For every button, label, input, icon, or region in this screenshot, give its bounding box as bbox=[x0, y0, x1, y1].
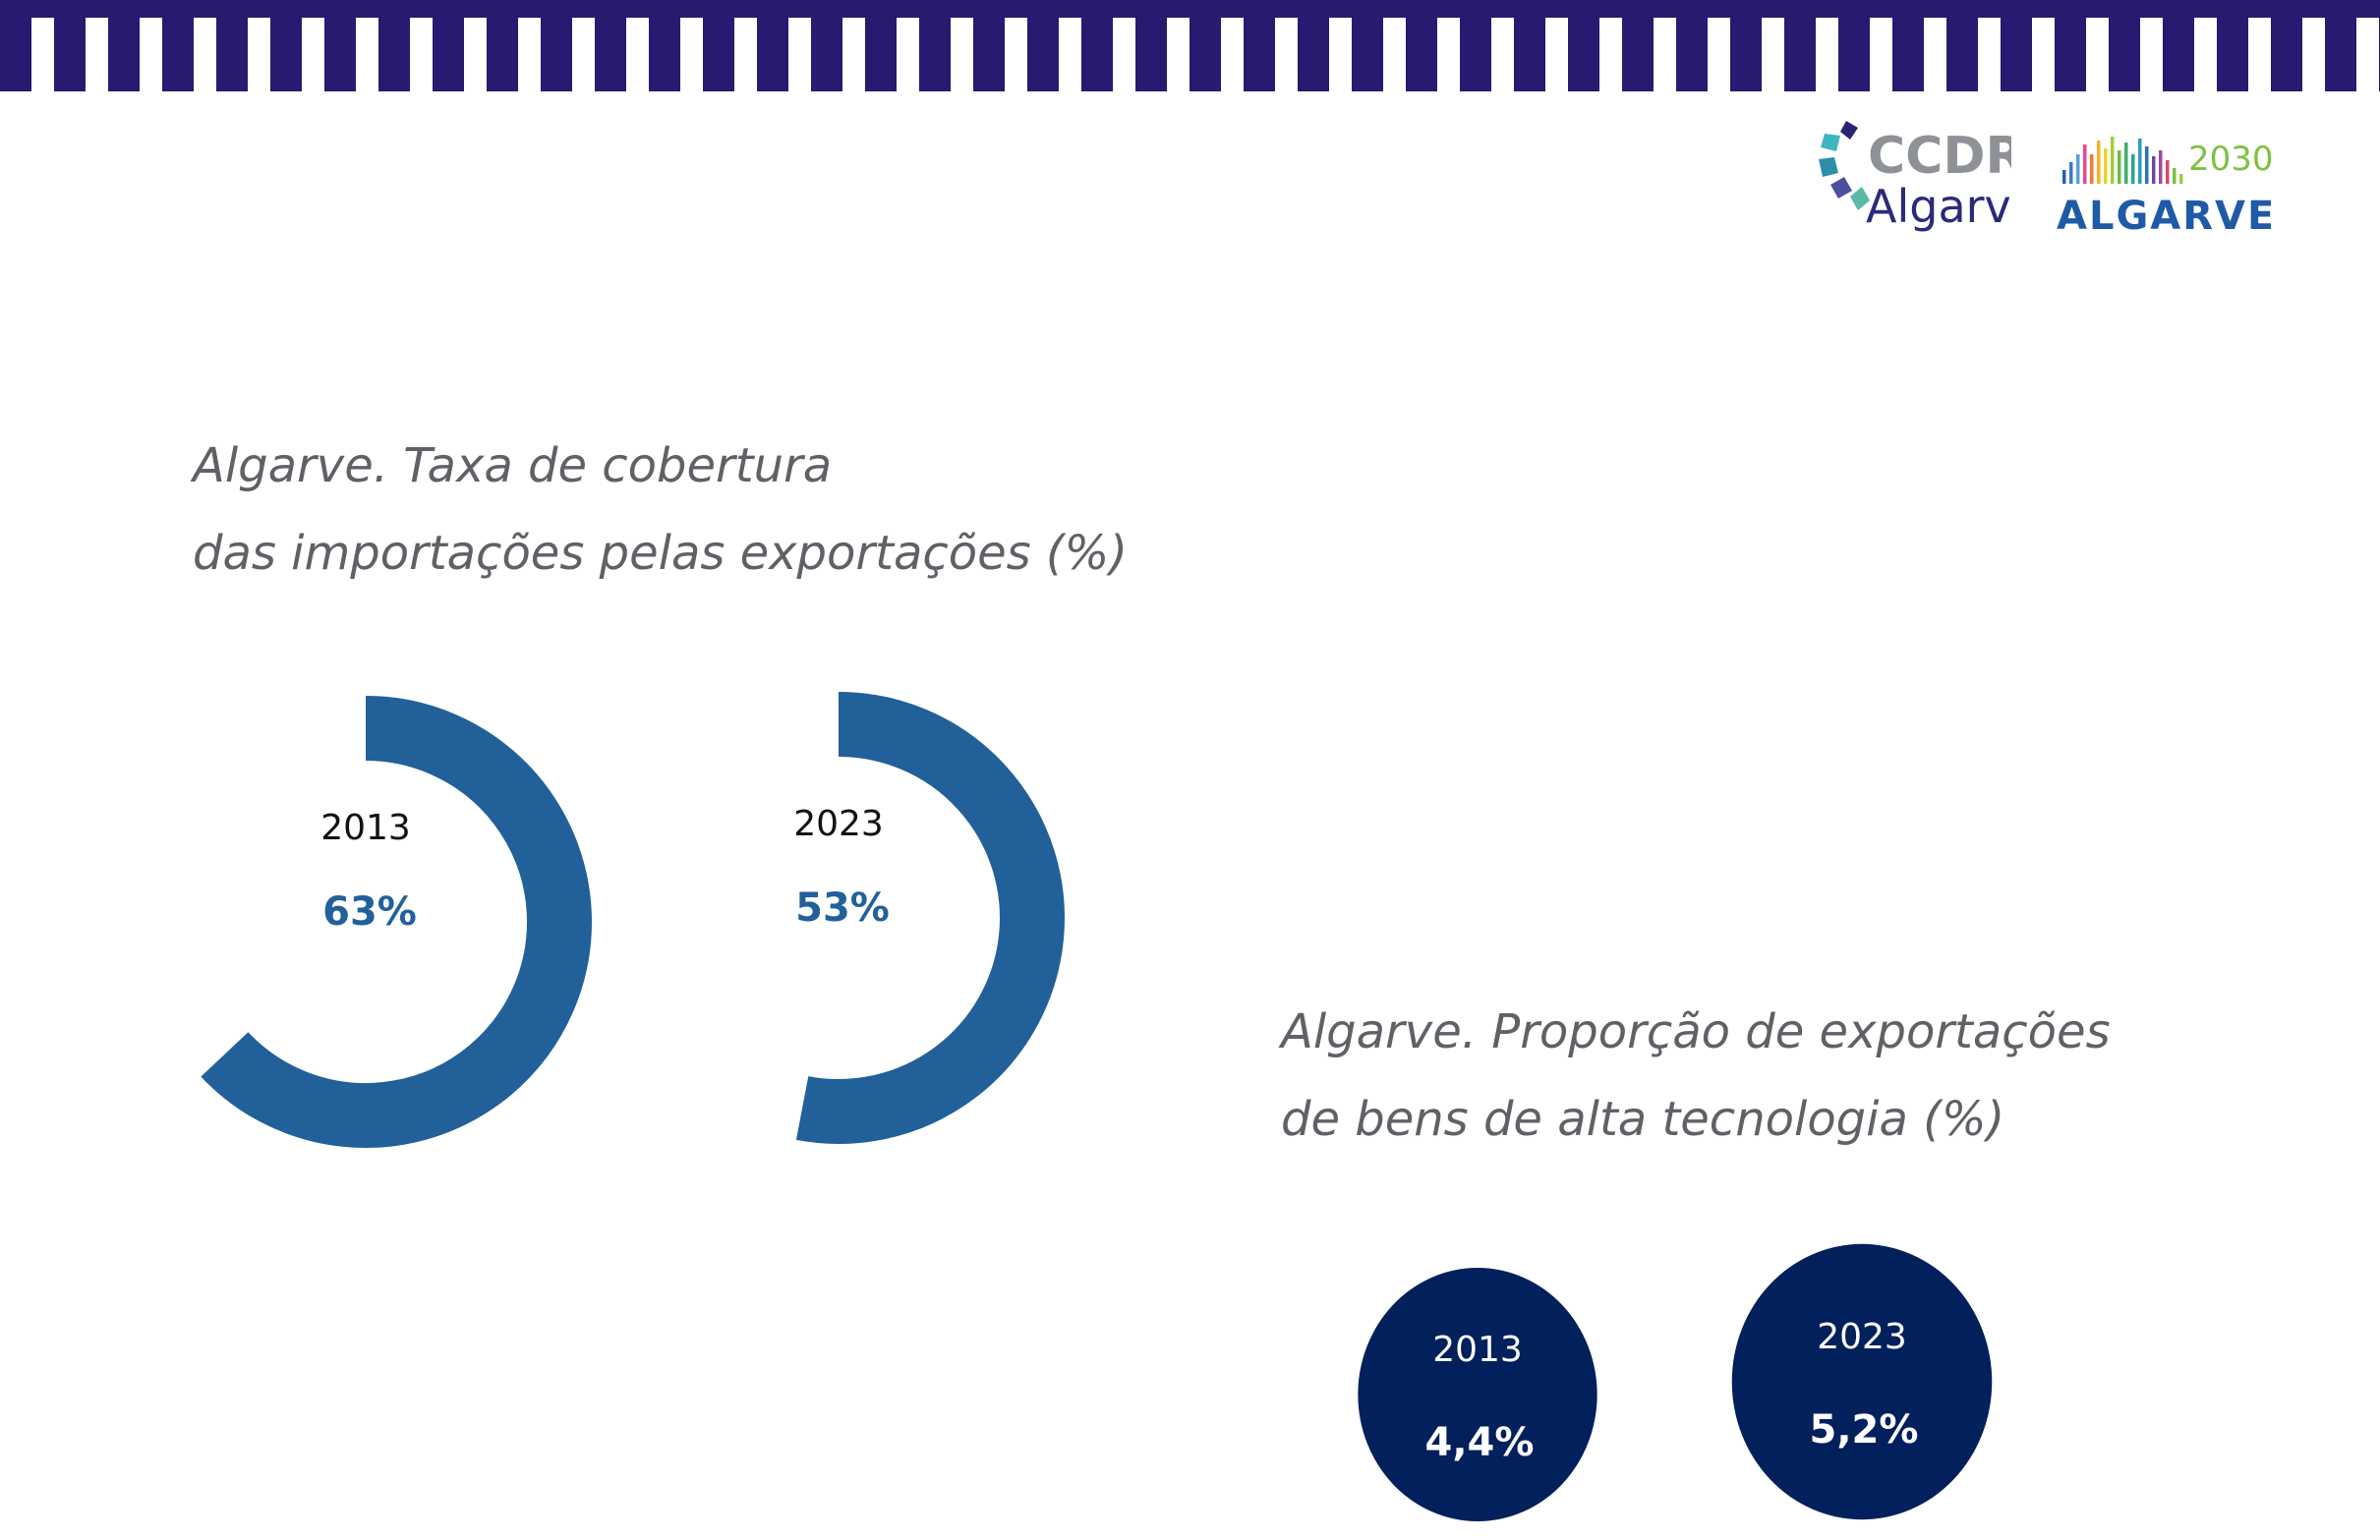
top-band-stripe bbox=[919, 0, 951, 91]
algarve-2030-bar bbox=[2097, 141, 2101, 184]
algarve-2030-name-text: ALGARVE bbox=[2057, 194, 2271, 239]
high-tech-exports-chart-title: Algarve. Proporção de exportações de ben… bbox=[1281, 989, 2264, 1164]
top-band-stripe bbox=[1135, 0, 1167, 91]
algarve-2030-bar bbox=[2118, 150, 2121, 184]
top-band-stripe bbox=[541, 0, 572, 91]
top-band-stripe bbox=[487, 0, 518, 91]
algarve-2030-bar bbox=[2083, 144, 2087, 184]
top-band-stripe bbox=[270, 0, 302, 91]
donut-year-label: 2023 bbox=[793, 804, 884, 844]
donut-value-label: 63% bbox=[322, 889, 417, 935]
algarve-2030-bar bbox=[2062, 170, 2066, 184]
algarve-2030-bar bbox=[2076, 154, 2080, 184]
coverage-rate-title-line-2: das importações pelas exportações (%) bbox=[193, 526, 1128, 581]
donut-value-label: 53% bbox=[795, 885, 890, 931]
top-band-stripe bbox=[973, 0, 1005, 91]
top-band-stripe bbox=[1676, 0, 1708, 91]
bubble-year-label: 2023 bbox=[1817, 1317, 1907, 1357]
top-band-stripe bbox=[216, 0, 248, 91]
ccdr-star-icon bbox=[1819, 121, 1870, 210]
algarve-2030-bar bbox=[2152, 156, 2156, 184]
top-band-stripe bbox=[811, 0, 842, 91]
ccdr-logo-subtext: Algarve bbox=[1866, 180, 2011, 233]
donut-arc-2013 bbox=[201, 696, 592, 1148]
algarve-2030-bar bbox=[2138, 139, 2142, 184]
top-band-stripe bbox=[1838, 0, 1870, 91]
algarve-2030-year-text: 2030 bbox=[2188, 140, 2271, 179]
algarve-2030-bar bbox=[2069, 162, 2073, 184]
top-band-stripe bbox=[2163, 0, 2194, 91]
top-band-stripe bbox=[1892, 0, 1924, 91]
top-band-stripe bbox=[1784, 0, 1816, 91]
top-band-stripe bbox=[1568, 0, 1599, 91]
bubble-2013 bbox=[1358, 1268, 1597, 1521]
high-tech-title-line-2: de bens de alta tecnologia (%) bbox=[1281, 1092, 2005, 1147]
high-tech-exports-bubble-chart: 2013 4,4% 2023 5,2% bbox=[1358, 1243, 1993, 1521]
top-band-stripe bbox=[757, 0, 788, 91]
top-band-stripe bbox=[2001, 0, 2032, 91]
donut-year-label: 2013 bbox=[320, 808, 411, 848]
top-band-stripe bbox=[2055, 0, 2086, 91]
bubble-2023 bbox=[1731, 1243, 1993, 1520]
top-band-stripe bbox=[1406, 0, 1437, 91]
top-band-stripe bbox=[1460, 0, 1491, 91]
algarve-2030-bar bbox=[2104, 148, 2108, 184]
algarve-2030-bars-icon bbox=[2062, 137, 2183, 184]
top-band-stripe bbox=[703, 0, 734, 91]
ccdr-logo-text: CCDR bbox=[1868, 127, 2011, 186]
algarve-2030-bar bbox=[2173, 168, 2177, 184]
algarve-2030-bar bbox=[2111, 137, 2115, 184]
top-band-stripe bbox=[0, 0, 31, 91]
top-band-stripe bbox=[378, 0, 410, 91]
ccdr-algarve-logo: CCDR Algarve bbox=[1819, 121, 2011, 233]
top-band-stripe bbox=[1946, 0, 1978, 91]
coverage-rate-title-line-1: Algarve. Taxa de cobertura bbox=[193, 438, 833, 493]
top-stripe-band bbox=[0, 0, 2380, 91]
top-band-stripe bbox=[162, 0, 194, 91]
top-band-stripe bbox=[1081, 0, 1113, 91]
top-band-stripe bbox=[1622, 0, 1654, 91]
top-band-stripe bbox=[108, 0, 140, 91]
algarve-2030-bar bbox=[2131, 154, 2135, 184]
top-band-stripe bbox=[1298, 0, 1329, 91]
bubble-value-label: 4,4% bbox=[1425, 1420, 1535, 1465]
top-band-stripe bbox=[1190, 0, 1221, 91]
algarve-2030-bar bbox=[2124, 143, 2128, 184]
top-band-stripe bbox=[54, 0, 86, 91]
top-band-stripe bbox=[2109, 0, 2140, 91]
top-band-stripe bbox=[1244, 0, 1275, 91]
algarve-2030-bar bbox=[2090, 154, 2094, 184]
algarve-2030-bar bbox=[2159, 150, 2163, 184]
algarve-2030-logo: 2030 ALGARVE bbox=[2057, 137, 2271, 239]
top-band-stripe bbox=[1514, 0, 1545, 91]
bubble-year-label: 2013 bbox=[1432, 1330, 1523, 1370]
top-band-stripe bbox=[865, 0, 897, 91]
top-band-stripe bbox=[1027, 0, 1059, 91]
top-band-stripe bbox=[595, 0, 626, 91]
high-tech-title-line-1: Algarve. Proporção de exportações bbox=[1281, 1004, 2111, 1059]
top-band-stripe bbox=[324, 0, 356, 91]
algarve-2030-bar bbox=[2166, 160, 2170, 184]
coverage-rate-donut-chart: 2013 63% 2023 53% bbox=[201, 692, 1065, 1148]
top-band-stripe bbox=[649, 0, 680, 91]
top-band-stripe bbox=[1730, 0, 1762, 91]
top-band-stripe bbox=[2217, 0, 2248, 91]
top-band-stripe bbox=[2271, 0, 2302, 91]
coverage-rate-chart-title: Algarve. Taxa de cobertura das importaçõ… bbox=[193, 423, 1176, 598]
top-band-stripe bbox=[2325, 0, 2356, 91]
top-band-stripe bbox=[433, 0, 464, 91]
bubble-value-label: 5,2% bbox=[1810, 1407, 1919, 1453]
algarve-2030-bar bbox=[2145, 146, 2149, 184]
top-band-stripe bbox=[1352, 0, 1383, 91]
algarve-2030-bar bbox=[2179, 174, 2183, 184]
donut-arc-2023 bbox=[795, 692, 1065, 1144]
